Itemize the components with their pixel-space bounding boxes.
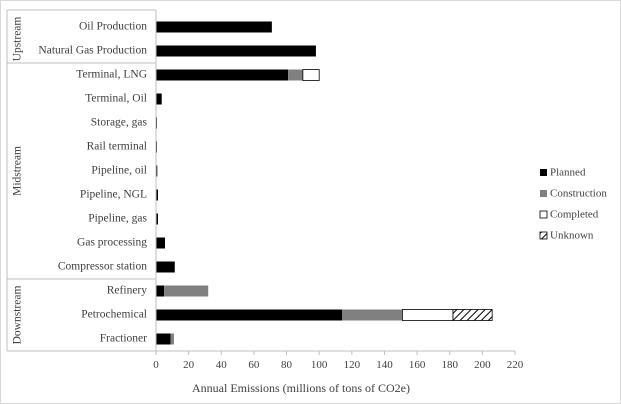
x-tick-label: 80	[281, 359, 293, 371]
bar-pipeline-ngl-planned	[156, 189, 158, 201]
bar-terminal-lng-completed	[302, 69, 320, 81]
bar-terminal-oil-planned	[156, 93, 162, 105]
legend-label-unknown: Unknown	[550, 230, 594, 242]
category-label-refinery: Refinery	[107, 285, 147, 297]
group-label-downstream: Downstream	[12, 286, 24, 345]
bar-petrochemical-completed	[402, 309, 454, 321]
legend-swatch-unknown	[539, 231, 548, 240]
group-label-upstream: Upstream	[12, 17, 24, 62]
category-label-fractioner: Fractioner	[100, 333, 147, 345]
x-axis-title: Annual Emissions (millions of tons of CO…	[192, 381, 410, 395]
category-group-panel: Upstream Midstream Downstream Oil Productio…	[6, 9, 156, 352]
x-tick-label: 200	[474, 359, 491, 371]
bar-petrochemical-construction	[342, 309, 403, 321]
legend-label-completed: Completed	[550, 209, 599, 221]
bar-refinery-planned	[156, 285, 165, 297]
bar-compressor-station-planned	[156, 261, 175, 273]
legend-swatch-construction	[540, 190, 547, 197]
bar-fractioner-planned	[156, 333, 171, 345]
category-label-petrochemical: Petrochemical	[81, 309, 147, 321]
category-label-terminal-oil: Terminal, Oil	[85, 93, 147, 105]
x-tick-label: 0	[153, 359, 159, 371]
legend-swatch-planned	[540, 169, 547, 176]
category-label-terminal-lng: Terminal, LNG	[76, 69, 147, 81]
category-label-compressor-station: Compressor station	[58, 261, 147, 273]
bar-refinery-construction	[164, 285, 209, 297]
bar-terminal-lng-planned	[156, 69, 289, 81]
bar-natural-gas-production-planned	[156, 45, 316, 57]
x-tick-label: 20	[183, 359, 195, 371]
group-label-midstream: Midstream	[12, 146, 24, 196]
legend-label-construction: Construction	[550, 188, 607, 200]
x-tick-label: 120	[344, 359, 361, 371]
bar-terminal-lng-construction	[288, 69, 303, 81]
x-tick-label: 220	[507, 359, 524, 371]
category-label-natural-gas-production: Natural Gas Production	[38, 45, 147, 57]
bars-layer	[156, 21, 493, 345]
category-label-oil-production: Oil Production	[79, 21, 147, 33]
bar-pipeline-gas-planned	[156, 213, 158, 225]
legend-swatch-completed	[539, 210, 548, 219]
legend-label-planned: Planned	[550, 167, 586, 179]
bar-oil-production-planned	[156, 21, 272, 33]
bar-pipeline-oil-planned	[156, 165, 158, 177]
bar-petrochemical-planned	[156, 309, 343, 321]
x-tick-label: 160	[409, 359, 426, 371]
legend: Planned Construction Completed Unknown	[539, 167, 607, 242]
bar-petrochemical-unknown	[452, 309, 493, 321]
x-tick-label: 100	[311, 359, 328, 371]
bar-fractioner-construction	[170, 333, 174, 345]
x-tick-label: 140	[376, 359, 393, 371]
x-tick-label: 60	[248, 359, 260, 371]
category-label-storage-gas: Storage, gas	[91, 117, 148, 129]
x-tick-label: 40	[216, 359, 228, 371]
category-label-pipeline-oil: Pipeline, oil	[91, 165, 147, 177]
category-label-gas-processing: Gas processing	[77, 237, 147, 249]
category-label-pipeline-gas: Pipeline, gas	[88, 213, 147, 225]
category-label-rail-terminal: Rail terminal	[87, 141, 147, 153]
x-tick-label: 180	[441, 359, 458, 371]
bar-gas-processing-planned	[156, 237, 165, 249]
x-axis: 0 20 40 60 80 100 120 140 160 180 200 220	[153, 10, 524, 371]
category-label-pipeline-ngl: Pipeline, NGL	[80, 189, 147, 201]
